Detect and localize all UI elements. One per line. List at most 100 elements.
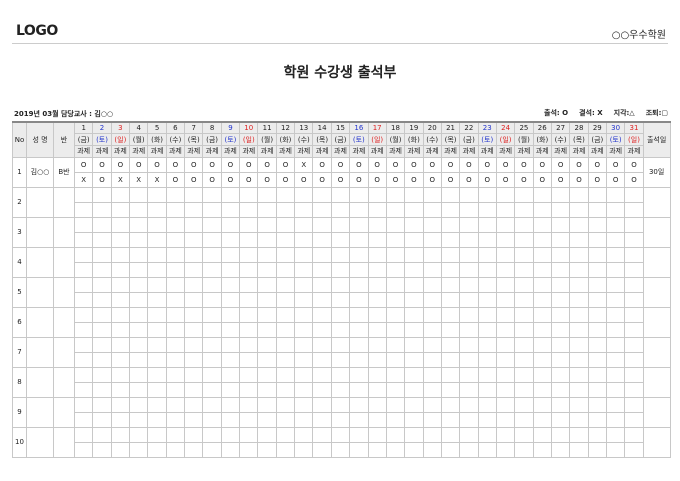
attendance-cell xyxy=(587,186,607,203)
task-cell xyxy=(459,321,479,338)
attendance-cell: O xyxy=(587,156,607,173)
task-cell xyxy=(165,411,186,428)
task-cell xyxy=(165,321,186,338)
attendance-cell xyxy=(459,306,479,323)
header-task: 과제 xyxy=(294,144,314,158)
attendance-cell xyxy=(385,306,406,323)
header-weekday: (일) xyxy=(239,133,259,146)
header-day-number: 22 xyxy=(459,121,479,135)
task-cell xyxy=(532,201,552,218)
header-task: 과제 xyxy=(129,144,149,158)
attendance-cell xyxy=(220,216,241,233)
student-row: 1 김○○ B반 O O O O O O O O O O O O X O O O O O O O O O O O O O O O O O O 30일 xyxy=(12,156,671,188)
attendance-cell xyxy=(569,246,589,263)
task-cell xyxy=(404,321,424,338)
task-cell xyxy=(532,411,552,428)
task-cell xyxy=(330,351,351,368)
task-cell xyxy=(165,231,186,248)
task-cell xyxy=(275,231,296,248)
attendance-cell xyxy=(477,186,497,203)
header-task: 과제 xyxy=(550,144,571,158)
attendance-cell xyxy=(385,426,406,443)
task-cell xyxy=(110,351,131,368)
task-cell xyxy=(110,291,131,308)
student-no: 10 xyxy=(12,426,27,458)
attendance-cell xyxy=(92,426,112,443)
attendance-cell xyxy=(202,336,222,353)
attendance-cell: O xyxy=(422,156,442,173)
task-cell xyxy=(624,261,644,278)
task-cell xyxy=(459,201,479,218)
attendance-cell xyxy=(569,336,589,353)
task-cell xyxy=(165,261,186,278)
task-cell xyxy=(275,201,296,218)
task-cell xyxy=(275,351,296,368)
attendance-cell xyxy=(165,426,186,443)
header-weekday: (월) xyxy=(129,133,149,146)
student-class xyxy=(53,426,75,458)
legend-early-leave: 조퇴:▢ xyxy=(645,109,668,117)
attendance-cell xyxy=(239,276,259,293)
task-cell xyxy=(257,351,277,368)
task-cell xyxy=(294,381,314,398)
task-cell xyxy=(550,411,571,428)
attendance-cell xyxy=(367,216,387,233)
task-cell xyxy=(624,411,644,428)
task-cell xyxy=(239,291,259,308)
task-cell xyxy=(422,351,442,368)
task-cell xyxy=(550,201,571,218)
attendance-cell xyxy=(495,336,516,353)
task-cell xyxy=(73,411,94,428)
header-day-number: 8 xyxy=(202,121,222,135)
student-name xyxy=(26,276,54,308)
task-cell xyxy=(147,321,167,338)
attendance-cell xyxy=(184,276,204,293)
attendance-cell xyxy=(422,366,442,383)
task-cell xyxy=(165,441,186,458)
attendance-cell xyxy=(330,336,351,353)
attendance-cell xyxy=(550,336,571,353)
attendance-cell: O xyxy=(532,156,552,173)
task-cell xyxy=(147,261,167,278)
task-cell xyxy=(110,321,131,338)
attendance-cell xyxy=(477,246,497,263)
attendance-cell xyxy=(147,366,167,383)
task-cell xyxy=(385,261,406,278)
attendance-cell xyxy=(532,396,552,413)
task-cell xyxy=(330,441,351,458)
attendance-cell xyxy=(257,216,277,233)
attendance-cell xyxy=(587,396,607,413)
header-task: 과제 xyxy=(477,144,497,158)
header-day-number: 21 xyxy=(440,121,461,135)
header-task: 과제 xyxy=(569,144,589,158)
attendance-cell xyxy=(184,366,204,383)
attendance-cell: O xyxy=(73,156,94,173)
attendance-cell xyxy=(110,216,131,233)
attendance-cell xyxy=(624,246,644,263)
attendance-cell xyxy=(422,186,442,203)
task-cell xyxy=(184,291,204,308)
task-cell xyxy=(532,231,552,248)
task-cell xyxy=(349,441,369,458)
attendance-cell xyxy=(514,276,534,293)
task-cell: O xyxy=(385,171,406,188)
attendance-cell xyxy=(239,426,259,443)
legend-absent: 결석: X xyxy=(579,109,603,117)
attendance-cell: O xyxy=(257,156,277,173)
header-day-number: 6 xyxy=(165,121,186,135)
task-cell xyxy=(605,351,626,368)
task-cell xyxy=(550,261,571,278)
attendance-cell xyxy=(275,216,296,233)
student-row: 5 xyxy=(12,276,671,308)
attendance-cell xyxy=(110,426,131,443)
attendance-cell xyxy=(349,276,369,293)
attendance-cell xyxy=(202,186,222,203)
task-cell xyxy=(367,261,387,278)
header-day-number: 30 xyxy=(605,121,626,135)
task-cell xyxy=(294,261,314,278)
attendance-cell xyxy=(92,276,112,293)
attendance-cell xyxy=(569,216,589,233)
attendance-cell xyxy=(257,336,277,353)
task-cell xyxy=(202,261,222,278)
task-cell xyxy=(92,261,112,278)
